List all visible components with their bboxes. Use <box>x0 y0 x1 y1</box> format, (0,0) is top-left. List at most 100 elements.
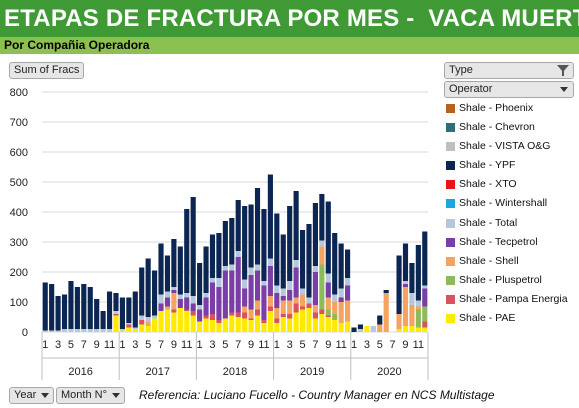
bar-segment <box>280 234 286 289</box>
bar-segment <box>242 312 248 319</box>
bar-segment <box>415 327 421 332</box>
legend-swatch <box>446 294 455 304</box>
year-field-button[interactable]: Year <box>9 387 55 404</box>
y-tick-label: 0 <box>22 327 28 339</box>
bar-segment <box>197 263 203 305</box>
operator-filter-button[interactable]: Operator <box>444 81 574 98</box>
chart-legend: Shale - Phoenix Shale - Chevron Shale - VI… <box>445 99 579 328</box>
chart-title: ETAPAS DE FRACTURA POR MES - VACA MUERTA <box>0 0 579 37</box>
bar-segment <box>158 243 164 295</box>
bar-segment <box>402 243 409 281</box>
legend-item: Shale - Total <box>445 214 579 233</box>
month-field-button[interactable]: Month N° <box>56 387 125 404</box>
bar-segment <box>242 279 248 289</box>
legend-label: Shale - Phoenix <box>459 102 534 114</box>
legend-item: Shale - Chevron <box>445 118 579 137</box>
bar-segment <box>145 326 151 332</box>
bar-segment <box>209 282 216 314</box>
bar-segment <box>306 308 312 332</box>
bar-segment <box>222 221 228 266</box>
bar-segment <box>126 327 132 332</box>
bar-segment <box>229 270 235 313</box>
chart-subtitle: Por Compañia Operadora <box>0 37 579 54</box>
legend-swatch <box>446 123 455 133</box>
year-field-label: Year <box>14 389 37 401</box>
bar-segment <box>132 291 138 328</box>
bar-segment <box>325 282 331 298</box>
bar-segment <box>216 233 222 278</box>
bar-segment <box>139 320 145 325</box>
bar-segment <box>126 297 132 323</box>
bar-segment <box>280 317 286 332</box>
bar-segment <box>254 300 261 310</box>
bar-segment <box>171 290 177 293</box>
legend-label: Shale - Wintershall <box>459 197 548 210</box>
bar-segment <box>203 318 209 332</box>
bar-segment <box>74 329 80 332</box>
year-label: 2016 <box>68 366 92 378</box>
bar-segment <box>242 306 248 313</box>
type-filter-button[interactable]: Type <box>444 62 574 79</box>
bar-segment <box>197 309 203 322</box>
bar-segment <box>119 330 125 332</box>
x-tick-label: 5 <box>222 339 228 351</box>
bar-segment <box>415 300 421 307</box>
bar-segment <box>158 303 164 311</box>
bar-segment <box>197 321 203 332</box>
bar-segment <box>184 311 190 332</box>
bar-segment <box>267 296 273 307</box>
x-tick-label: 1 <box>42 339 48 351</box>
x-tick-label: 1 <box>119 339 125 351</box>
legend-label: Shale - Chevron <box>459 121 535 134</box>
bar-segment <box>152 270 158 316</box>
x-tick-label: 5 <box>145 339 151 351</box>
bar-segment <box>293 303 299 313</box>
bar-segment <box>422 285 428 289</box>
bar-segment <box>106 329 113 332</box>
bar-segment <box>94 329 100 332</box>
bar-segment <box>345 249 351 278</box>
bar-segment <box>415 245 421 301</box>
bar-segment <box>261 323 267 332</box>
legend-swatch <box>446 161 455 171</box>
legend-swatch <box>446 218 455 228</box>
bar-segment <box>422 288 428 307</box>
bar-segment <box>274 318 280 323</box>
bar-segment <box>299 306 306 310</box>
bar-segment <box>345 278 351 286</box>
bar-segment <box>55 296 61 331</box>
bar-segment <box>274 308 280 319</box>
x-tick-label: 7 <box>390 339 396 351</box>
bar-segment <box>267 266 273 296</box>
bar-segment <box>152 315 158 319</box>
bar-segment <box>338 243 344 289</box>
bar-segment <box>242 206 248 280</box>
bar-segment <box>422 231 428 286</box>
bar-segment <box>396 255 402 314</box>
bar-segment <box>171 287 177 290</box>
bar-segment <box>325 317 331 332</box>
bar-segment <box>81 284 87 329</box>
bar-segment <box>68 329 74 332</box>
bar-segment <box>254 270 261 301</box>
bar-segment <box>126 323 132 325</box>
bar-segment <box>293 191 299 260</box>
bar-segment <box>100 329 106 332</box>
bar-segment <box>164 291 171 298</box>
bar-segment <box>184 209 190 293</box>
legend-item: Shale - YPF <box>445 156 579 175</box>
x-tick-label: 7 <box>158 339 164 351</box>
chevron-down-icon <box>111 392 120 398</box>
sum-of-fracs-button[interactable]: Sum of Fracs <box>9 62 85 79</box>
bar-segment <box>402 326 409 332</box>
bar-segment <box>132 329 138 332</box>
bar-segment <box>338 288 344 298</box>
bar-segment <box>87 287 93 329</box>
bar-segment <box>357 329 364 332</box>
bar-segment <box>306 224 312 298</box>
y-tick-label: 500 <box>10 177 28 189</box>
bar-segment <box>338 297 344 302</box>
bar-segment <box>171 309 177 313</box>
bar-segment <box>171 312 177 332</box>
x-tick-label: 7 <box>312 339 318 351</box>
